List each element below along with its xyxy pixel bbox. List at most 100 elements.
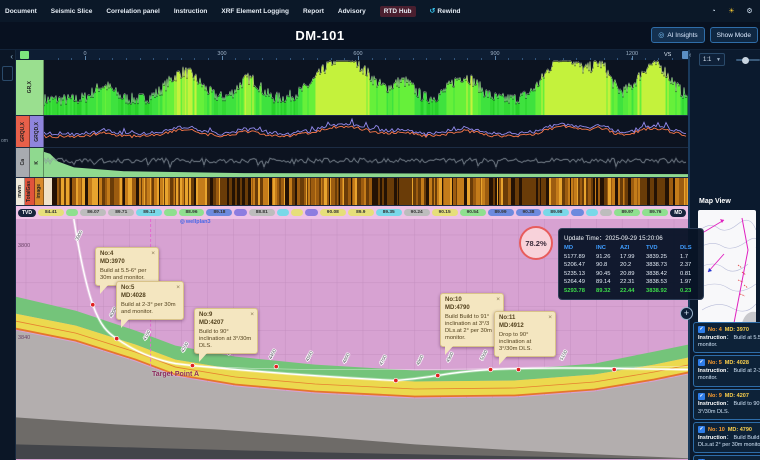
well-cross-section[interactable]: 3900400041004200430044004500460047004800… bbox=[16, 219, 704, 460]
close-icon[interactable]: × bbox=[151, 250, 155, 257]
track-gr[interactable]: GR,X bbox=[16, 60, 688, 116]
depth-label: 5100 bbox=[559, 349, 569, 361]
survey-point[interactable] bbox=[273, 364, 279, 370]
topbar-right-icons: ◔ ☀ ⚙ bbox=[709, 0, 754, 22]
callout-md: MD:4028 bbox=[121, 292, 146, 299]
track-label-grqdx: GRQD,X bbox=[30, 116, 44, 147]
menu-item-seismic-slice[interactable]: Seismic Slice bbox=[50, 7, 93, 15]
survey-point[interactable] bbox=[393, 377, 399, 384]
callout-text: Build at 2-3° per 30m and monitor. bbox=[121, 301, 176, 315]
instruction-callout-no-9[interactable]: No:9 MD:4207 Build to 90° inclination at 3… bbox=[194, 308, 258, 363]
instruction-card-no-10[interactable]: ✓ No: 10 MD: 4790 Instruction： Build Build … bbox=[693, 422, 760, 454]
ruler-tick bbox=[467, 57, 469, 60]
collapse-left-icon[interactable]: ‹ bbox=[10, 52, 13, 61]
callout-tail bbox=[199, 352, 208, 363]
gear-icon[interactable]: ⚙ bbox=[746, 7, 753, 15]
menu-item-xrf-element-logging[interactable]: XRF Element Logging bbox=[221, 7, 289, 15]
ruler-tick bbox=[112, 57, 114, 60]
menu-item-advisory[interactable]: Advisory bbox=[337, 7, 366, 15]
menu-item-correlation-panel[interactable]: Correlation panel bbox=[106, 7, 160, 15]
survey-cell: 91.26 bbox=[596, 253, 611, 260]
survey-point[interactable] bbox=[488, 367, 494, 373]
callout-no: No:11 bbox=[499, 315, 516, 321]
menu-item-instruction[interactable]: Instruction bbox=[173, 7, 208, 15]
callout-md: MD:4207 bbox=[199, 319, 224, 326]
collapse-sidebar-icon[interactable]: ‹ bbox=[689, 52, 692, 59]
log-charts-area: VS 0 300 600 900 1200 GR,X GRQU,X GRQD,X Ca K … bbox=[16, 50, 704, 460]
zoom-slider-knob[interactable] bbox=[742, 56, 749, 64]
instruction-callout-no-11[interactable]: No:11 MD:4912 Drop to 90° inclination at 3… bbox=[494, 311, 556, 366]
ai-insights-button[interactable]: ◎ AI Insights bbox=[651, 27, 705, 43]
survey-point[interactable] bbox=[435, 372, 441, 379]
map-view[interactable] bbox=[698, 210, 756, 323]
wellplan-label[interactable]: ◎ wellplan3 bbox=[180, 219, 211, 225]
survey-point[interactable] bbox=[611, 367, 617, 373]
collapsed-left-panel[interactable]: ‹ om bbox=[0, 50, 16, 460]
scale-select[interactable]: 1:1 ▼ bbox=[699, 53, 725, 66]
tvd-axis-label: 3800 bbox=[18, 243, 31, 249]
checkbox-checked[interactable]: ✓ bbox=[698, 326, 705, 333]
survey-cell: 22.44 bbox=[620, 287, 635, 294]
ruler-tick-major bbox=[495, 55, 496, 60]
tvd-value-pill bbox=[164, 209, 177, 216]
add-button[interactable]: + bbox=[680, 307, 693, 320]
menu-item-document[interactable]: Document bbox=[5, 7, 37, 15]
show-mode-button[interactable]: Show Mode bbox=[709, 27, 758, 43]
left-rail-label: om bbox=[1, 138, 8, 144]
ai-insights-icon: ◎ bbox=[658, 32, 665, 39]
survey-point[interactable] bbox=[90, 302, 96, 308]
instruction-callout-no-10[interactable]: No:10 MD:4790 Build Build to 91° inclinati… bbox=[440, 293, 504, 355]
checkbox-checked[interactable]: ✓ bbox=[698, 359, 705, 367]
tvd-value-pill: 90.24 bbox=[403, 209, 430, 216]
close-icon[interactable]: × bbox=[496, 296, 500, 303]
ruler-tick-major bbox=[85, 55, 86, 60]
menu-item-rtd-hub[interactable]: RTD Hub bbox=[379, 5, 416, 17]
zoom-slider[interactable] bbox=[736, 56, 760, 64]
tvd-value-pill: 90.54 bbox=[459, 209, 486, 216]
tvd-value-pill: 89.35 bbox=[375, 209, 402, 216]
close-icon[interactable]: × bbox=[176, 284, 180, 291]
tvd-value-pill bbox=[305, 209, 318, 216]
checkbox-checked[interactable]: ✓ bbox=[698, 392, 705, 400]
survey-point[interactable] bbox=[114, 336, 120, 342]
survey-cell: 3838.42 bbox=[646, 270, 667, 277]
scale-handle-right[interactable] bbox=[682, 51, 689, 59]
card-instruction: Instruction： Build at 5.5-6° per 30m and… bbox=[698, 334, 760, 348]
ruler-tick-major bbox=[358, 55, 359, 60]
track-image-log[interactable]: mwm TotalGas image bbox=[16, 178, 688, 206]
menu-item-report[interactable]: Report bbox=[302, 7, 324, 15]
survey-cell: 1.97 bbox=[680, 279, 692, 285]
image-log bbox=[44, 178, 688, 205]
close-icon[interactable]: × bbox=[548, 314, 552, 321]
sun-icon[interactable]: ☀ bbox=[728, 7, 735, 15]
close-icon[interactable]: × bbox=[250, 311, 254, 318]
vs-scale-ruler[interactable]: VS 0 300 600 900 1200 bbox=[16, 50, 689, 60]
ruler-tick bbox=[344, 57, 346, 60]
survey-point[interactable] bbox=[515, 367, 522, 373]
track-ca-k[interactable]: Ca K bbox=[16, 148, 688, 178]
callout-no: No:5 bbox=[121, 285, 135, 291]
survey-point[interactable] bbox=[189, 363, 196, 369]
depth-label: 4200 bbox=[180, 341, 190, 353]
menu-item-rewind[interactable]: ↺ Rewind bbox=[429, 7, 461, 16]
clock-icon[interactable]: ◔ bbox=[711, 7, 716, 15]
ruler-tick bbox=[125, 57, 127, 60]
scale-handle-left[interactable] bbox=[20, 51, 29, 59]
card-md: MD: 4207 bbox=[724, 393, 749, 400]
card-instruction: Instruction： Build Build to 91° at 3°/30… bbox=[698, 434, 760, 448]
track-grq[interactable]: GRQU,X GRQD,X bbox=[16, 116, 688, 148]
checkbox-checked[interactable]: ✓ bbox=[698, 426, 705, 434]
card-md: MD: 3970 bbox=[724, 326, 749, 333]
instruction-callout-no-5[interactable]: No:5 MD:4028 Build at 2-3° per 30m and mon… bbox=[116, 281, 184, 329]
track-label-mwm: mwm bbox=[16, 178, 26, 205]
survey-cell: 1.7 bbox=[680, 253, 689, 260]
card-no: No: 10 bbox=[708, 426, 725, 433]
ruler-tick bbox=[562, 57, 564, 60]
survey-cell: 5264.49 bbox=[564, 279, 585, 285]
depth-label: 4500 bbox=[305, 350, 315, 362]
ruler-tick bbox=[521, 57, 523, 60]
